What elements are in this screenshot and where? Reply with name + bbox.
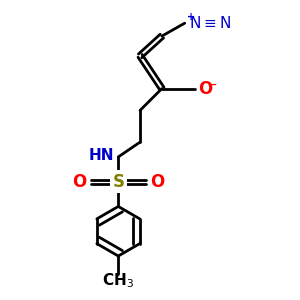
Text: S: S: [112, 173, 124, 191]
Text: O: O: [199, 80, 213, 98]
Text: O: O: [150, 173, 164, 191]
Text: −: −: [208, 80, 217, 90]
Text: CH$_3$: CH$_3$: [102, 272, 134, 290]
Text: HN: HN: [89, 148, 114, 164]
Text: O: O: [72, 173, 87, 191]
Text: +: +: [187, 12, 195, 22]
Text: $\mathsf{N{\equiv}N}$: $\mathsf{N{\equiv}N}$: [189, 15, 231, 31]
